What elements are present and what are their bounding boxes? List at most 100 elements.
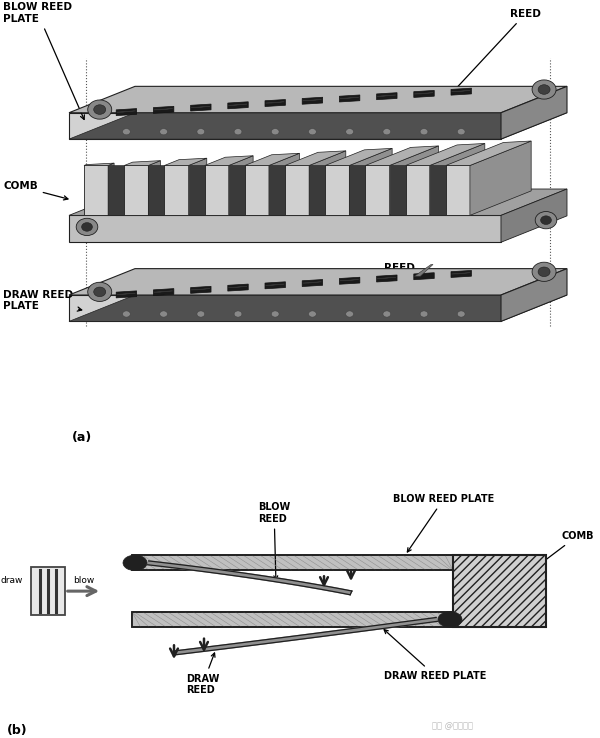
Text: COMB: COMB (3, 182, 68, 200)
Circle shape (420, 311, 428, 317)
Polygon shape (269, 154, 299, 215)
Polygon shape (188, 158, 207, 215)
Polygon shape (69, 215, 501, 242)
Polygon shape (340, 95, 360, 102)
Text: DRAW REED
PLATE: DRAW REED PLATE (3, 290, 82, 311)
Polygon shape (340, 97, 359, 98)
Circle shape (82, 223, 92, 231)
Text: (b): (b) (7, 724, 28, 737)
Polygon shape (148, 165, 164, 215)
Text: BLOW REED PLATE: BLOW REED PLATE (393, 494, 494, 552)
Polygon shape (377, 93, 397, 100)
Polygon shape (446, 165, 470, 215)
Circle shape (457, 311, 465, 317)
Bar (132, 556, 453, 570)
Polygon shape (245, 154, 299, 165)
Polygon shape (285, 165, 309, 215)
Text: DRAW REED PLATE: DRAW REED PLATE (384, 630, 487, 680)
Polygon shape (228, 284, 248, 291)
Polygon shape (414, 273, 434, 280)
Bar (453, 556, 546, 627)
Polygon shape (69, 295, 567, 322)
Polygon shape (349, 165, 365, 215)
Polygon shape (415, 264, 433, 276)
Polygon shape (69, 189, 567, 215)
Circle shape (160, 128, 167, 135)
Polygon shape (229, 286, 247, 288)
Polygon shape (164, 165, 188, 215)
Polygon shape (84, 165, 108, 215)
Polygon shape (446, 141, 531, 165)
Text: REED
DISPLACEMENT: REED DISPLACEMENT (384, 263, 475, 288)
Polygon shape (117, 111, 136, 112)
Circle shape (420, 128, 428, 135)
Polygon shape (229, 165, 245, 215)
Polygon shape (191, 106, 210, 108)
Text: REED: REED (450, 9, 541, 95)
Circle shape (538, 85, 550, 94)
Polygon shape (430, 143, 485, 215)
Polygon shape (154, 108, 173, 110)
Polygon shape (116, 291, 137, 298)
Circle shape (160, 311, 167, 317)
Polygon shape (229, 104, 247, 106)
Polygon shape (84, 163, 114, 165)
Circle shape (383, 128, 391, 135)
Circle shape (346, 311, 353, 317)
Circle shape (535, 212, 557, 229)
Bar (31, 567, 65, 615)
Polygon shape (148, 161, 160, 215)
Polygon shape (191, 286, 211, 293)
Polygon shape (365, 165, 389, 215)
Circle shape (383, 311, 391, 317)
Polygon shape (154, 106, 174, 114)
Polygon shape (302, 97, 323, 104)
Polygon shape (452, 273, 470, 274)
Polygon shape (349, 148, 392, 215)
Text: DRAW
REED: DRAW REED (186, 653, 220, 695)
Polygon shape (340, 277, 360, 284)
Polygon shape (451, 270, 472, 277)
Polygon shape (228, 102, 248, 108)
Circle shape (308, 128, 316, 135)
Text: 知乎 @辉煌之众: 知乎 @辉煌之众 (433, 721, 473, 730)
Circle shape (234, 311, 242, 317)
Polygon shape (265, 282, 286, 289)
Polygon shape (154, 289, 174, 296)
Polygon shape (430, 165, 446, 215)
Circle shape (438, 612, 462, 627)
Circle shape (94, 105, 106, 114)
Text: blow: blow (73, 576, 95, 584)
Polygon shape (389, 146, 439, 215)
Circle shape (88, 100, 112, 119)
Text: COMB: COMB (508, 531, 593, 589)
Text: draw: draw (1, 576, 23, 584)
Text: (a): (a) (72, 431, 92, 444)
Polygon shape (164, 158, 207, 165)
Polygon shape (302, 280, 323, 286)
Circle shape (122, 128, 130, 135)
Circle shape (271, 128, 279, 135)
Polygon shape (309, 165, 325, 215)
Polygon shape (325, 148, 392, 165)
Polygon shape (69, 113, 501, 139)
Polygon shape (265, 100, 286, 106)
Polygon shape (69, 295, 501, 322)
Polygon shape (501, 269, 567, 322)
Circle shape (532, 262, 556, 281)
Polygon shape (377, 277, 396, 278)
Circle shape (76, 218, 98, 235)
Circle shape (88, 282, 112, 301)
Polygon shape (266, 102, 284, 103)
Polygon shape (266, 284, 284, 286)
Polygon shape (245, 165, 269, 215)
Text: BLOW
REED: BLOW REED (258, 502, 290, 580)
Circle shape (271, 311, 279, 317)
Polygon shape (154, 291, 173, 292)
Bar (132, 612, 453, 627)
Circle shape (346, 128, 353, 135)
Polygon shape (124, 161, 160, 165)
Polygon shape (414, 91, 434, 97)
Polygon shape (69, 269, 567, 295)
Circle shape (197, 128, 205, 135)
